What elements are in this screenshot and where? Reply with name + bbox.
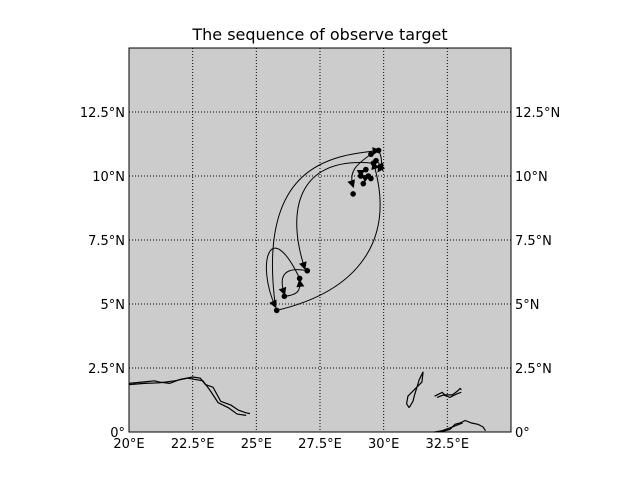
y-tick-label-right: 7.5°N [515, 234, 552, 249]
y-tick-label-left: 7.5°N [88, 234, 125, 249]
coastline [434, 422, 463, 433]
tick-label-layer: 20°E 22.5°E 25°E 27.5°E 30°E 32.5°E 0° 0° 2.5°N 2… [80, 106, 560, 452]
y-tick-label-right: 10°N [515, 170, 548, 185]
target-point [357, 173, 364, 179]
x-tick-label: 22.5°E [171, 437, 215, 452]
target-point [281, 293, 288, 300]
target-point [296, 275, 303, 282]
route-arrow [296, 162, 374, 271]
route-arrow [278, 269, 308, 296]
x-tick-label: 25°E [241, 437, 272, 452]
y-tick-label-left: 12.5°N [80, 106, 125, 121]
grid-layer [129, 48, 511, 432]
y-tick-label-right: 5°N [515, 298, 540, 313]
coastline [436, 391, 462, 399]
route-arrow [265, 247, 301, 309]
target-point [273, 307, 280, 314]
y-tick-label-right: 12.5°N [515, 106, 560, 121]
x-tick-label: 20°E [113, 437, 144, 452]
x-tick-label: 27.5°E [298, 437, 342, 452]
point-layer [273, 147, 382, 314]
coastline [128, 376, 251, 415]
route-arrow [284, 278, 305, 297]
target-point [363, 166, 369, 173]
route-arrow [347, 153, 372, 189]
chart-title: The sequence of observe target [191, 25, 447, 44]
target-point [368, 151, 374, 158]
target-point [304, 267, 311, 274]
coastline [434, 387, 462, 397]
coastline-layer [128, 371, 487, 433]
x-tick-label: 32.5°E [425, 437, 469, 452]
target-point [373, 157, 379, 164]
y-tick-label-left: 2.5°N [88, 362, 125, 377]
y-tick-label-right: 2.5°N [515, 362, 552, 377]
x-tick-label: 30°E [368, 437, 399, 452]
coastline [405, 371, 424, 409]
route-arrow [276, 161, 381, 311]
target-point [360, 180, 367, 187]
plot-frame [128, 47, 512, 433]
coastline [128, 377, 247, 416]
y-tick-label-right: 0° [515, 426, 530, 441]
y-tick-label-left: 10°N [92, 170, 125, 185]
y-tick-label-left: 5°N [101, 298, 126, 313]
target-point [375, 147, 382, 154]
target-point [368, 175, 374, 182]
route-arrow [271, 147, 381, 307]
y-tick-label-left: 0° [110, 426, 125, 441]
target-point [350, 191, 356, 197]
